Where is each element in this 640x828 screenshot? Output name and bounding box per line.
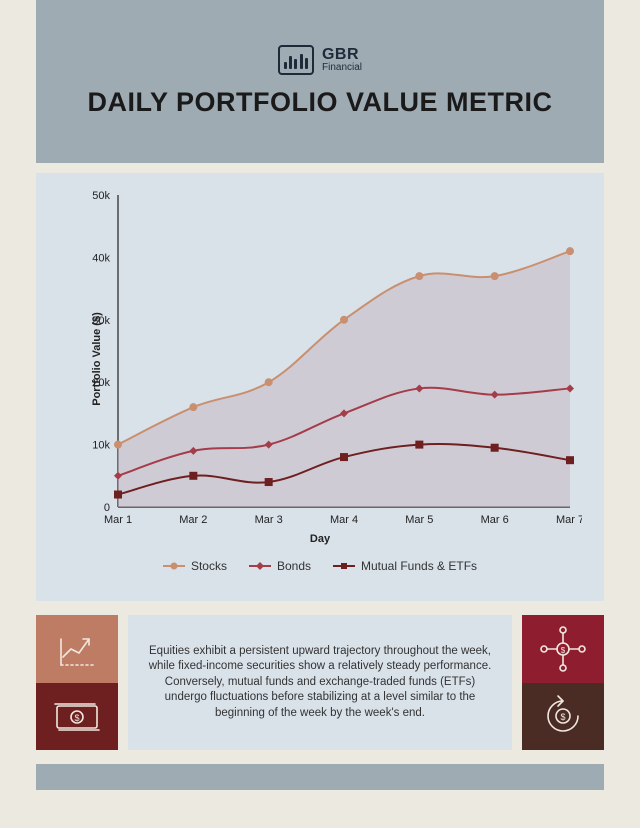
brand-logo: GBR Financial: [278, 45, 362, 75]
svg-text:Mar 5: Mar 5: [405, 514, 433, 526]
icon-box-network: $: [522, 615, 604, 683]
chart-legend: Stocks Bonds Mutual Funds & ETFs: [58, 559, 582, 573]
svg-text:$: $: [74, 713, 79, 723]
svg-text:Mar 4: Mar 4: [330, 514, 358, 526]
trend-up-icon: [53, 625, 101, 673]
legend-item: Stocks: [163, 559, 227, 573]
logo-text: GBR Financial: [322, 47, 362, 73]
x-axis-label: Day: [58, 533, 582, 545]
network-icon: $: [538, 624, 588, 674]
description-text: Equities exhibit a persistent upward tra…: [148, 644, 492, 722]
line-chart: 010k20k30k40k50kMar 1Mar 2Mar 3Mar 4Mar …: [58, 189, 582, 529]
page: GBR Financial DAILY PORTFOLIO VALUE METR…: [0, 0, 640, 828]
info-row: $ Equities exhibit a persistent upward t…: [36, 615, 604, 750]
svg-text:40k: 40k: [92, 252, 110, 264]
svg-text:Mar 7: Mar 7: [556, 514, 582, 526]
brand-name: GBR: [322, 47, 362, 63]
footer-bar: [36, 764, 604, 790]
svg-text:0: 0: [104, 502, 110, 514]
header: GBR Financial DAILY PORTFOLIO VALUE METR…: [36, 0, 604, 163]
svg-text:10k: 10k: [92, 440, 110, 452]
svg-text:Mar 2: Mar 2: [179, 514, 207, 526]
svg-text:Mar 6: Mar 6: [481, 514, 509, 526]
chart-panel: Portfolio Value ($) 010k20k30k40k50kMar …: [36, 173, 604, 601]
logo-icon: [278, 45, 314, 75]
icon-box-trend: [36, 615, 118, 683]
svg-text:$: $: [561, 646, 566, 655]
icon-column-right: $ $: [522, 615, 604, 750]
refund-icon: $: [538, 691, 588, 741]
icon-box-refund: $: [522, 683, 604, 751]
icon-column-left: $: [36, 615, 118, 750]
svg-text:50k: 50k: [92, 190, 110, 202]
description-panel: Equities exhibit a persistent upward tra…: [128, 615, 512, 750]
cash-icon: $: [51, 696, 103, 736]
brand-sub: Financial: [322, 63, 362, 73]
legend-item: Bonds: [249, 559, 311, 573]
page-title: DAILY PORTFOLIO VALUE METRIC: [87, 87, 552, 118]
chart-area: Portfolio Value ($) 010k20k30k40k50kMar …: [58, 189, 582, 529]
legend-item: Mutual Funds & ETFs: [333, 559, 477, 573]
svg-text:Mar 3: Mar 3: [255, 514, 283, 526]
icon-box-cash: $: [36, 683, 118, 751]
y-axis-label: Portfolio Value ($): [91, 312, 103, 406]
svg-text:$: $: [560, 712, 565, 722]
svg-text:Mar 1: Mar 1: [104, 514, 132, 526]
